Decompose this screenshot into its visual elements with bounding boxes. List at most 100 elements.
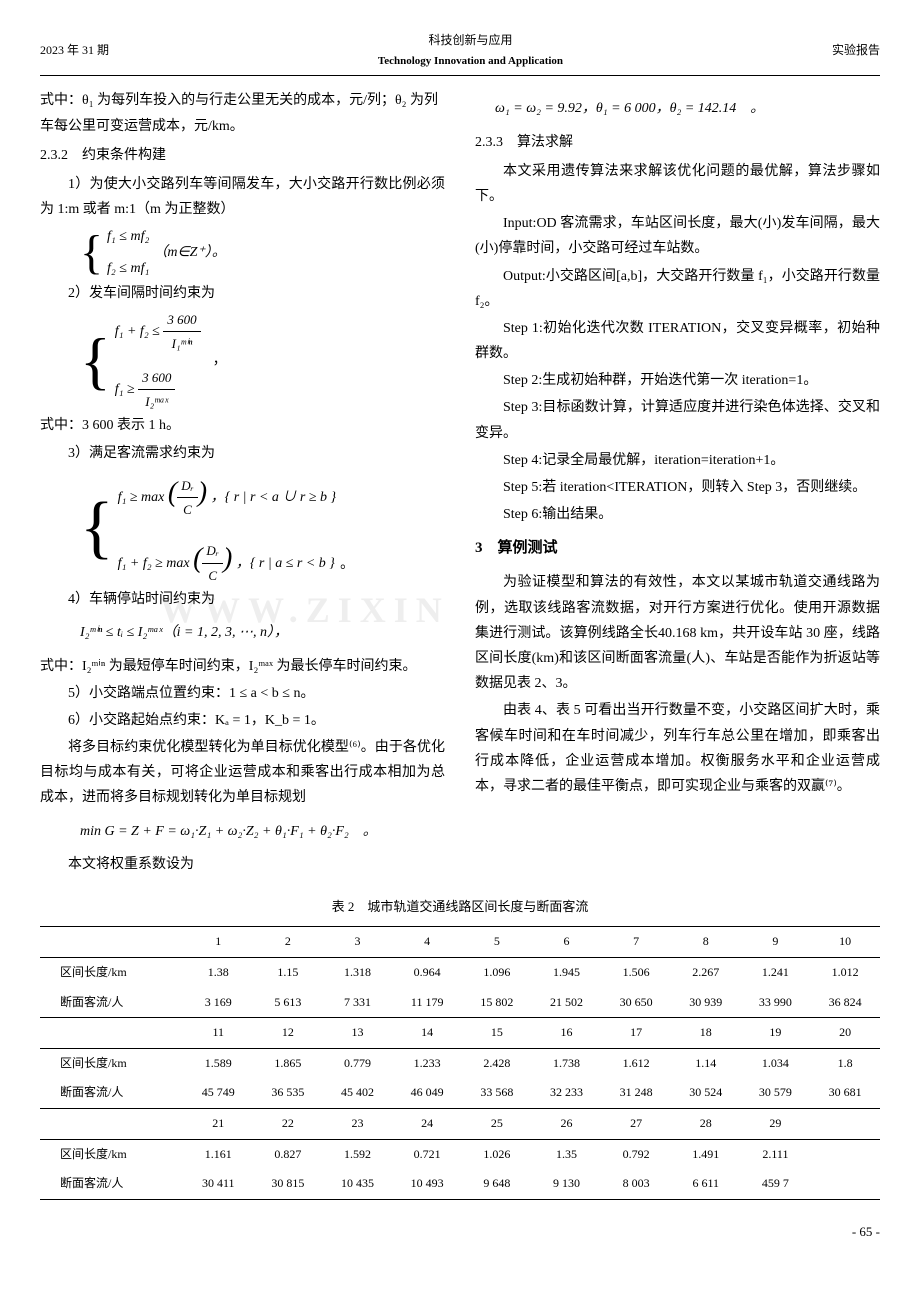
- table-cell: 1.14: [671, 1048, 741, 1078]
- table-cell: 1.945: [532, 958, 602, 988]
- table-cell: 30 815: [253, 1169, 323, 1199]
- body-text: 5）小交路端点位置约束：1 ≤ a < b ≤ n。: [40, 681, 445, 706]
- table-header-cell: 16: [532, 1018, 602, 1049]
- table-header-cell: [40, 927, 183, 958]
- body-text: 式中：θ₁ 为每列车投入的与行走公里无关的成本，元/列；θ₂ 为列车每公里可变运…: [40, 88, 445, 138]
- table-row-label: 断面客流/人: [40, 988, 183, 1018]
- table-cell: 1.034: [741, 1048, 811, 1078]
- table-header-cell: 13: [323, 1018, 393, 1049]
- table-caption: 表 2 城市轨道交通线路区间长度与断面客流: [40, 895, 880, 918]
- body-text: 式中：I₂ᵐⁱⁿ 为最短停车时间约束，I₂ᵐᵃˣ 为最长停车时间约束。: [40, 654, 445, 679]
- body-text: Step 4:记录全局最优解，iteration=iteration+1。: [475, 448, 880, 473]
- table-header-cell: 4: [392, 927, 462, 958]
- table-header-cell: 25: [462, 1109, 532, 1140]
- table-cell: [810, 1139, 880, 1169]
- body-text: Input:OD 客流需求，车站区间长度，最大(小)发车间隔，最大(小)停靠时间…: [475, 211, 880, 261]
- table-cell: 11 179: [392, 988, 462, 1018]
- table-header-cell: 27: [601, 1109, 671, 1140]
- table-cell: 9 648: [462, 1169, 532, 1199]
- table-cell: 1.592: [323, 1139, 393, 1169]
- table-cell: 30 524: [671, 1078, 741, 1108]
- table-header-cell: 9: [741, 927, 811, 958]
- table-cell: 0.792: [601, 1139, 671, 1169]
- table-header-cell: 15: [462, 1018, 532, 1049]
- body-text: 式中：3 600 表示 1 h。: [40, 413, 445, 438]
- header-center: 科技创新与应用 Technology Innovation and Applic…: [109, 30, 832, 71]
- body-text: 3）满足客流需求约束为: [40, 441, 445, 466]
- table-header-cell: 23: [323, 1109, 393, 1140]
- table-cell: 30 650: [601, 988, 671, 1018]
- table-row-label: 区间长度/km: [40, 1048, 183, 1078]
- table-header-cell: 29: [741, 1109, 811, 1140]
- table-cell: 2.428: [462, 1048, 532, 1078]
- table-cell: 9 130: [532, 1169, 602, 1199]
- formula-constraint-2: { f₁ + f₂ ≤ 3 600I₁ᵐⁱⁿ f₁ ≥ 3 600I₂ᵐᵃˣ ，: [80, 308, 445, 414]
- body-text: Step 3:目标函数计算，计算适应度并进行染色体选择、交叉和变异。: [475, 395, 880, 445]
- table-cell: 6 611: [671, 1169, 741, 1199]
- table-cell: 10 493: [392, 1169, 462, 1199]
- table-header-cell: 1: [183, 927, 253, 958]
- table-cell: 45 749: [183, 1078, 253, 1108]
- table-cell: 1.233: [392, 1048, 462, 1078]
- table-header-cell: 14: [392, 1018, 462, 1049]
- table-cell: 30 579: [741, 1078, 811, 1108]
- table-cell: 45 402: [323, 1078, 393, 1108]
- table-cell: [810, 1169, 880, 1199]
- table-row-label: 区间长度/km: [40, 1139, 183, 1169]
- table-cell: 33 990: [741, 988, 811, 1018]
- table-header-cell: 20: [810, 1018, 880, 1049]
- table-cell: 1.738: [532, 1048, 602, 1078]
- table-cell: 31 248: [601, 1078, 671, 1108]
- table-cell: 5 613: [253, 988, 323, 1018]
- table-header-cell: 26: [532, 1109, 602, 1140]
- table-cell: 2.111: [741, 1139, 811, 1169]
- table-header-cell: [810, 1109, 880, 1140]
- table-header-cell: 2: [253, 927, 323, 958]
- table-cell: 1.506: [601, 958, 671, 988]
- table-cell: 15 802: [462, 988, 532, 1018]
- journal-title-en: Technology Innovation and Application: [109, 52, 832, 72]
- body-text: Step 6:输出结果。: [475, 502, 880, 527]
- table-header-cell: 3: [323, 927, 393, 958]
- table-cell: 30 681: [810, 1078, 880, 1108]
- table-header-cell: 19: [741, 1018, 811, 1049]
- page-number: - 65 -: [40, 1220, 880, 1243]
- body-text: 1）为使大小交路列车等间隔发车，大小交路开行数比例必须为 1:m 或者 m:1（…: [40, 172, 445, 222]
- table-cell: 33 568: [462, 1078, 532, 1108]
- body-text: Step 1:初始化迭代次数 ITERATION，交叉变异概率，初始种群数。: [475, 316, 880, 366]
- section-heading-232: 2.3.2 约束条件构建: [40, 143, 445, 168]
- table-cell: 21 502: [532, 988, 602, 1018]
- table-cell: 0.827: [253, 1139, 323, 1169]
- table-cell: 1.8: [810, 1048, 880, 1078]
- formula-constraint-1: { f₁ ≤ mf₂ f₂ ≤ mf₁ （m∈Z⁺）。: [80, 224, 445, 280]
- body-text: 本文将权重系数设为: [40, 852, 445, 877]
- body-text: 由表 4、表 5 可看出当开行数量不变，小交路区间扩大时，乘客候车时间和在车时间…: [475, 698, 880, 799]
- table-cell: 36 824: [810, 988, 880, 1018]
- table-row-label: 断面客流/人: [40, 1169, 183, 1199]
- table-header-cell: 22: [253, 1109, 323, 1140]
- table-header-cell: 8: [671, 927, 741, 958]
- table-cell: 0.721: [392, 1139, 462, 1169]
- data-table: 12345678910区间长度/km1.381.151.3180.9641.09…: [40, 926, 880, 1199]
- header-left: 2023 年 31 期: [40, 40, 109, 62]
- table-header-cell: [40, 1018, 183, 1049]
- left-column: 式中：θ₁ 为每列车投入的与行走公里无关的成本，元/列；θ₂ 为列车每公里可变运…: [40, 88, 445, 879]
- body-text: Step 5:若 iteration<ITERATION，则转入 Step 3，…: [475, 475, 880, 500]
- table-cell: 36 535: [253, 1078, 323, 1108]
- table-cell: 1.096: [462, 958, 532, 988]
- table-cell: 8 003: [601, 1169, 671, 1199]
- body-text: 为验证模型和算法的有效性，本文以某城市轨道交通线路为例，选取该线路客流数据，对开…: [475, 570, 880, 696]
- body-text: 6）小交路起始点约束：Kₐ = 1，K_b = 1。: [40, 708, 445, 733]
- table-header-cell: 17: [601, 1018, 671, 1049]
- table-row-label: 区间长度/km: [40, 958, 183, 988]
- table-cell: 1.026: [462, 1139, 532, 1169]
- two-column-layout: 式中：θ₁ 为每列车投入的与行走公里无关的成本，元/列；θ₂ 为列车每公里可变运…: [40, 88, 880, 879]
- table-cell: 2.267: [671, 958, 741, 988]
- table-header-cell: 11: [183, 1018, 253, 1049]
- table-header-cell: 21: [183, 1109, 253, 1140]
- table-cell: 1.865: [253, 1048, 323, 1078]
- body-text: Step 2:生成初始种群，开始迭代第一次 iteration=1。: [475, 368, 880, 393]
- table-cell: 1.012: [810, 958, 880, 988]
- table-header-cell: [40, 1109, 183, 1140]
- journal-title-cn: 科技创新与应用: [109, 30, 832, 52]
